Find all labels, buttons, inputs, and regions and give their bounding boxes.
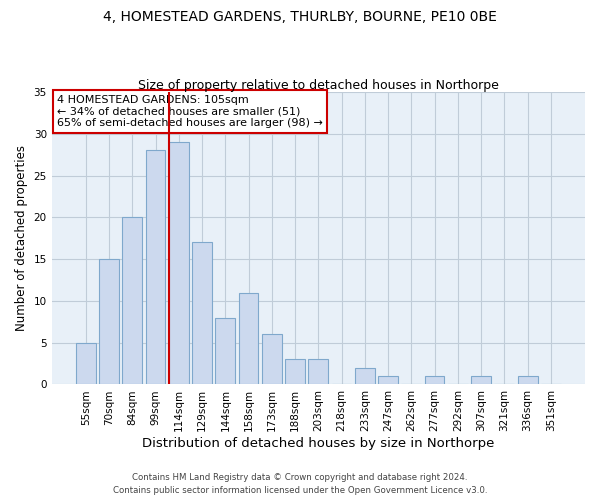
Bar: [239, 292, 259, 384]
Bar: [169, 142, 188, 384]
Text: Contains HM Land Registry data © Crown copyright and database right 2024.
Contai: Contains HM Land Registry data © Crown c…: [113, 474, 487, 495]
Bar: [518, 376, 538, 384]
Bar: [308, 360, 328, 384]
X-axis label: Distribution of detached houses by size in Northorpe: Distribution of detached houses by size …: [142, 437, 494, 450]
Bar: [425, 376, 445, 384]
Bar: [285, 360, 305, 384]
Bar: [76, 342, 95, 384]
Y-axis label: Number of detached properties: Number of detached properties: [15, 145, 28, 331]
Bar: [355, 368, 375, 384]
Bar: [146, 150, 166, 384]
Text: 4 HOMESTEAD GARDENS: 105sqm
← 34% of detached houses are smaller (51)
65% of sem: 4 HOMESTEAD GARDENS: 105sqm ← 34% of det…: [57, 95, 323, 128]
Bar: [262, 334, 282, 384]
Text: 4, HOMESTEAD GARDENS, THURLBY, BOURNE, PE10 0BE: 4, HOMESTEAD GARDENS, THURLBY, BOURNE, P…: [103, 10, 497, 24]
Bar: [99, 259, 119, 384]
Bar: [192, 242, 212, 384]
Bar: [471, 376, 491, 384]
Bar: [122, 218, 142, 384]
Bar: [215, 318, 235, 384]
Bar: [378, 376, 398, 384]
Title: Size of property relative to detached houses in Northorpe: Size of property relative to detached ho…: [138, 79, 499, 92]
